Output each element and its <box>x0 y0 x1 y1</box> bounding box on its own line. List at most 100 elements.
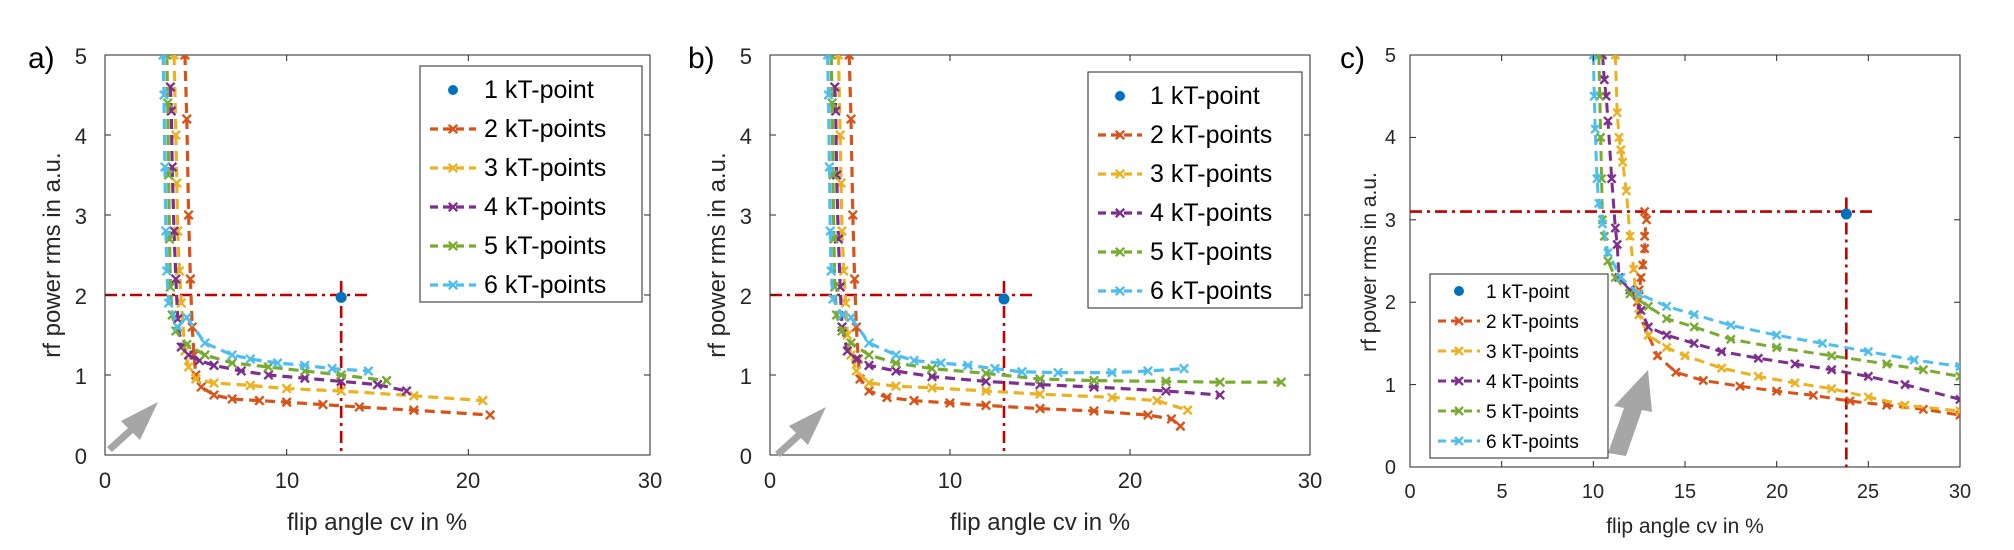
panel-b-legend-label: 6 kT-points <box>1150 277 1272 305</box>
data-point <box>281 383 292 394</box>
data-point <box>1592 173 1602 184</box>
panel-c-ytick: 1 <box>1385 375 1396 397</box>
panel-a-legend-label: 4 kT-points <box>484 193 606 221</box>
data-point <box>401 385 412 397</box>
data-point <box>1661 342 1672 353</box>
legend-marker-6kt <box>447 279 459 291</box>
data-point <box>176 297 187 309</box>
panel-a: a) 0 1 2 3 4 5 0 10 20 30 flip angle cv … <box>28 42 662 536</box>
data-point <box>263 369 274 381</box>
data-point <box>227 393 238 405</box>
panel-a-xtick: 10 <box>275 468 299 493</box>
panel-b-xtick: 10 <box>938 468 962 493</box>
data-point <box>1753 353 1764 364</box>
data-point <box>168 225 180 237</box>
data-point <box>1636 272 1646 283</box>
data-point <box>1625 289 1635 299</box>
panel-b-legend: 1 kT-point 2 kT-points 3 kT-points 4 kT-… <box>1087 71 1303 309</box>
data-point <box>179 55 190 61</box>
data-point <box>176 341 187 353</box>
series-line <box>168 86 407 393</box>
panel-a-legend-box <box>419 65 643 303</box>
data-point <box>1636 305 1646 316</box>
data-point <box>851 353 862 365</box>
data-point <box>845 312 857 323</box>
data-point <box>199 337 210 349</box>
data-point <box>1034 373 1046 385</box>
data-point <box>1845 396 1855 406</box>
data-point <box>849 273 860 285</box>
data-point <box>1790 359 1800 369</box>
panel-a-xlabel: flip angle cv in % <box>287 509 467 536</box>
data-point <box>1637 260 1648 270</box>
data-point <box>1863 346 1874 357</box>
data-point <box>836 325 848 337</box>
data-point <box>863 360 875 371</box>
data-point <box>1625 231 1635 242</box>
panel-b-tick-marks <box>769 54 1311 456</box>
legend-marker-4kt <box>1454 376 1464 386</box>
data-point <box>236 365 247 377</box>
panel-c-ytick: 0 <box>1385 457 1396 479</box>
panel-c-xtick: 0 <box>1404 481 1415 503</box>
data-point <box>890 365 902 377</box>
data-point <box>299 360 310 371</box>
data-point <box>183 209 194 221</box>
panel-a-ytick: 2 <box>75 284 87 309</box>
legend-marker-5kt <box>447 240 459 252</box>
data-point <box>935 357 947 369</box>
data-point <box>1670 367 1681 378</box>
panel-b-xtick: 30 <box>1298 468 1322 493</box>
legend-marker-1kt <box>1454 286 1464 296</box>
data-point <box>822 55 833 61</box>
data-point <box>851 321 862 333</box>
panel-a-ticks: 0 1 2 3 4 5 0 10 20 30 <box>75 44 662 493</box>
data-point <box>327 363 338 374</box>
data-point <box>1881 359 1892 369</box>
data-point <box>980 368 992 379</box>
data-point <box>158 55 169 61</box>
data-point <box>827 293 839 305</box>
panel-b-xtick: 0 <box>764 468 776 493</box>
panel-a-xtick: 20 <box>456 468 480 493</box>
data-point <box>845 337 857 349</box>
series-line <box>1597 55 1960 378</box>
data-point <box>1661 330 1672 341</box>
panel-b-legend-symbols <box>1098 91 1142 297</box>
data-point <box>1790 378 1800 388</box>
data-point <box>1612 239 1623 250</box>
panel-a-single-point <box>335 291 347 303</box>
panel-a-legend-label: 3 kT-points <box>484 154 606 182</box>
data-point <box>1151 395 1163 406</box>
data-point <box>161 265 172 277</box>
data-point <box>1652 350 1663 361</box>
panel-c-ytick: 3 <box>1385 210 1396 232</box>
legend-marker-5kt <box>1454 406 1464 416</box>
legend-marker-5kt <box>1114 246 1126 258</box>
data-point <box>1160 385 1172 397</box>
data-point <box>1771 342 1782 353</box>
data-point <box>1716 363 1727 373</box>
data-point <box>1276 377 1287 388</box>
panel-b-ylabel: rf power rms in a.u. <box>704 152 731 357</box>
legend-marker-1kt <box>448 85 458 95</box>
data-point <box>1826 350 1837 361</box>
data-point <box>890 357 902 369</box>
data-point <box>227 357 238 369</box>
data-point <box>1034 389 1046 400</box>
data-point <box>1863 371 1874 382</box>
data-point <box>1689 338 1700 349</box>
panel-b-legend-label: 1 kT-point <box>1150 82 1260 110</box>
data-point <box>1016 366 1028 377</box>
panel-a-tick-marks <box>104 54 651 456</box>
legend-marker-3kt <box>447 162 459 174</box>
data-point <box>1621 186 1632 196</box>
data-point <box>363 365 374 377</box>
data-point <box>372 379 383 390</box>
panel-c-ylabel: rf power rms in a.u. <box>1358 172 1381 352</box>
legend-marker-2kt <box>447 123 459 135</box>
data-point <box>989 363 1001 374</box>
panel-a-series-6kt <box>158 55 374 377</box>
panel-b-legend-label: 3 kT-points <box>1150 160 1272 188</box>
